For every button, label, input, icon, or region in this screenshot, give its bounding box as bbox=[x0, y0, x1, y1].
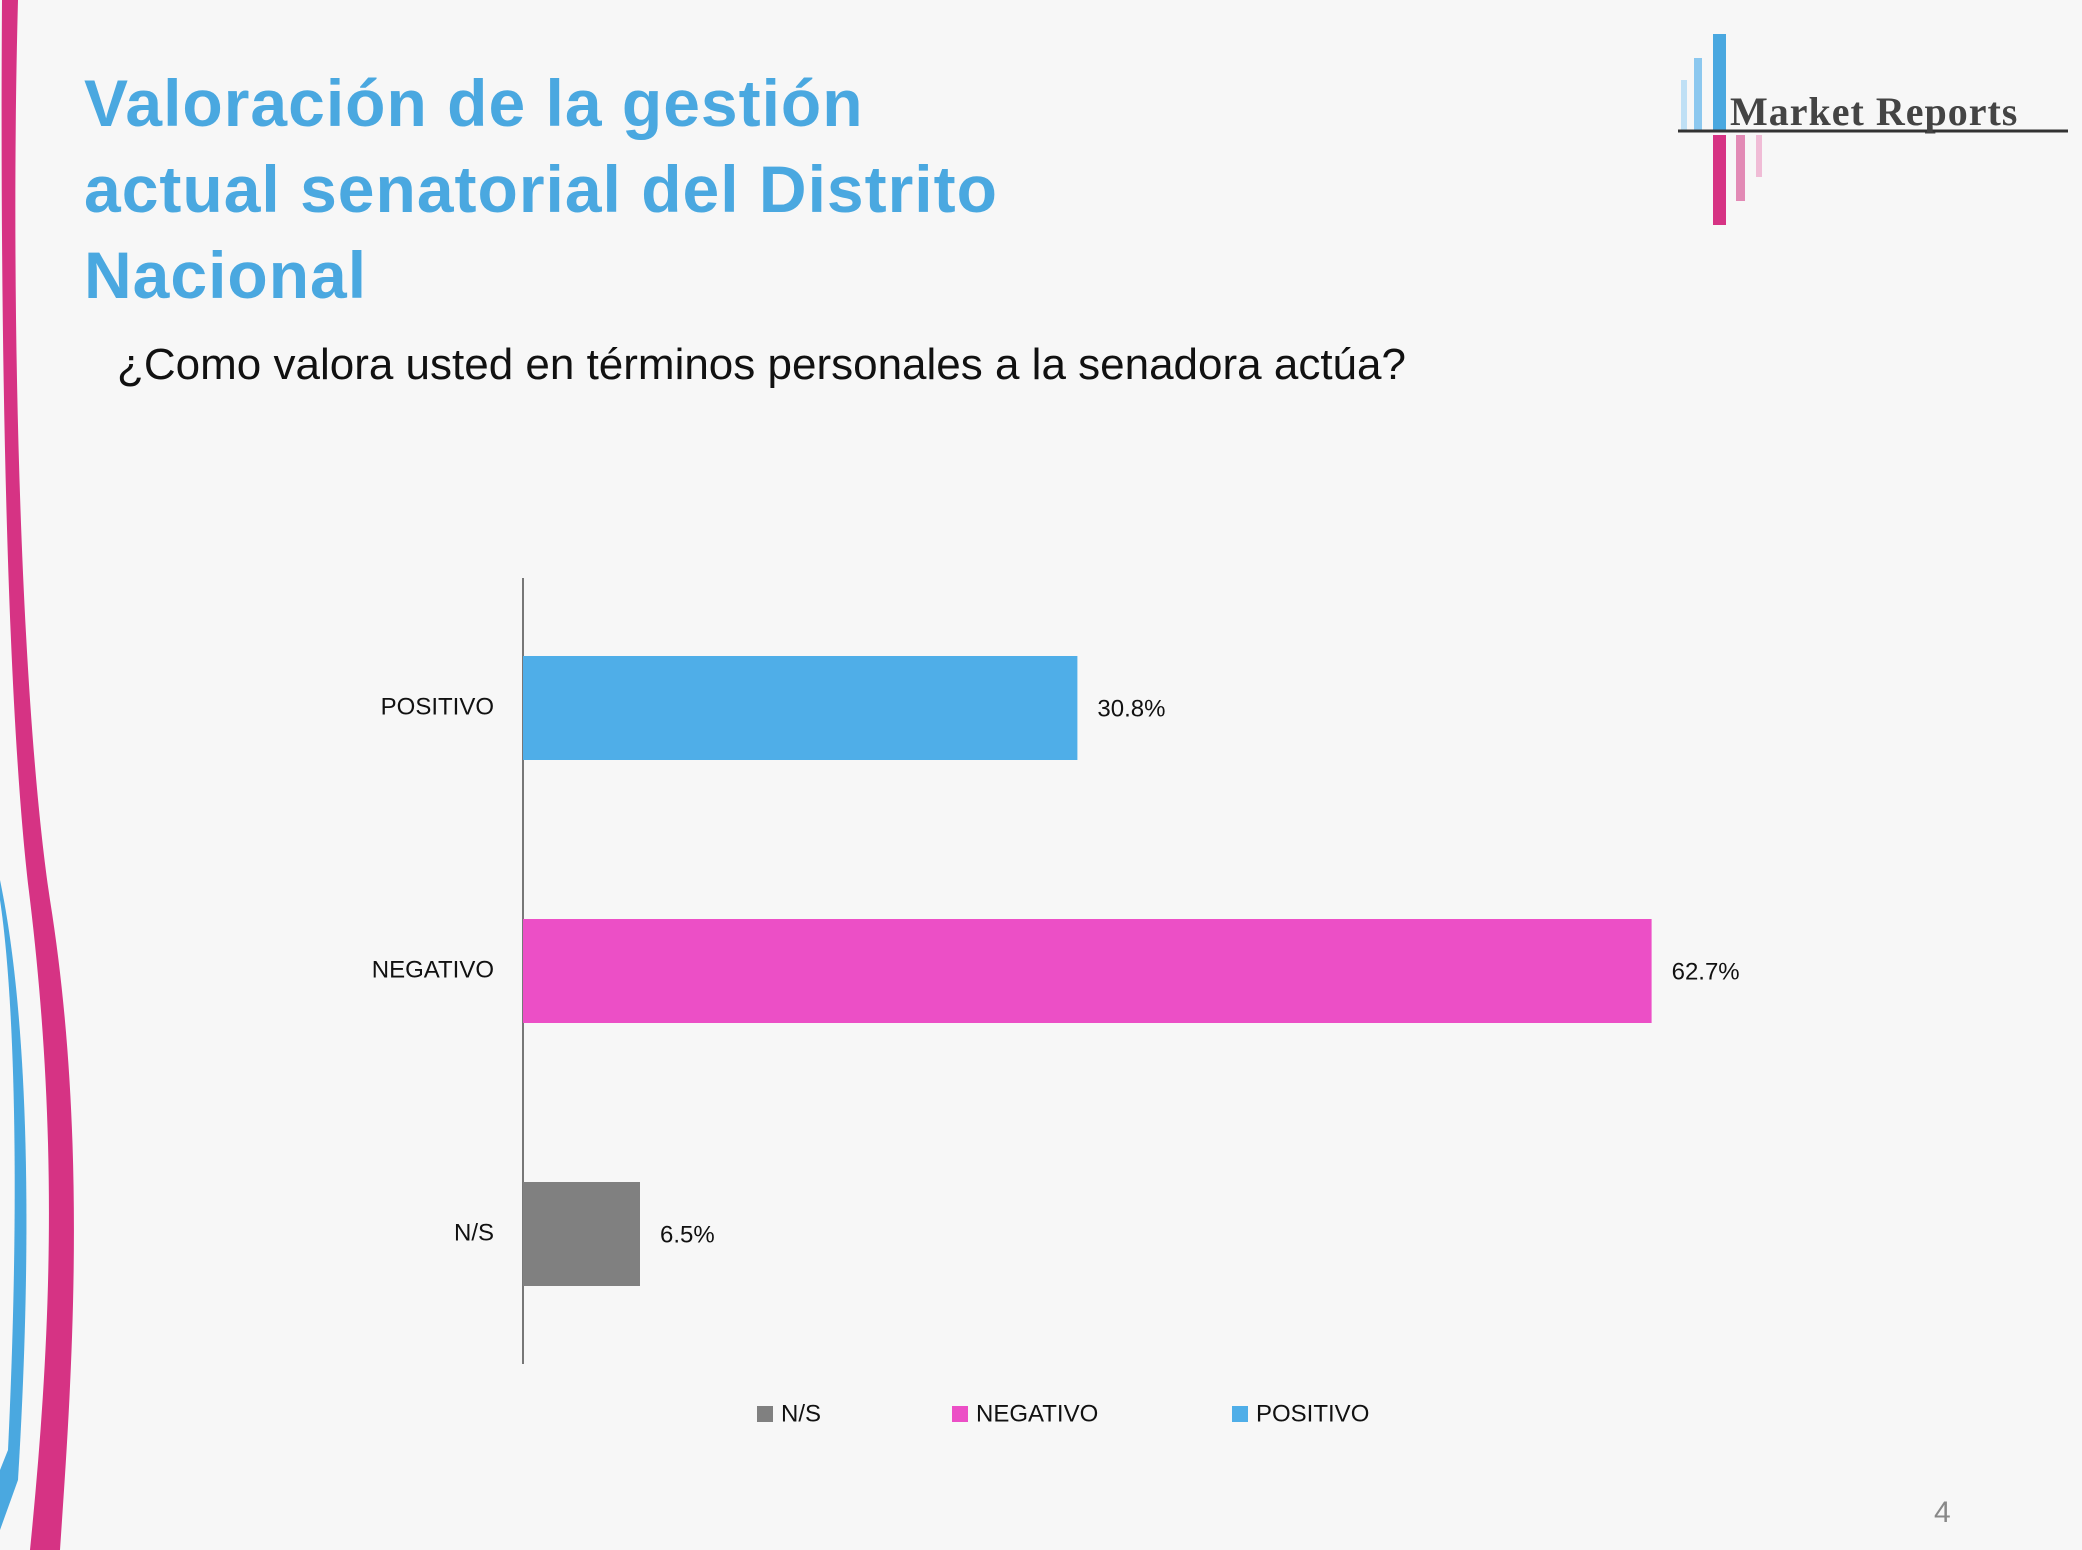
value-label: 30.8% bbox=[1097, 695, 1165, 722]
bar bbox=[523, 656, 1078, 760]
logo-bar bbox=[1736, 135, 1745, 201]
logo-bar bbox=[1694, 58, 1702, 130]
legend-label: N/S bbox=[781, 1400, 821, 1427]
logo-bar bbox=[1713, 135, 1726, 225]
legend-swatch bbox=[1232, 1406, 1248, 1422]
logo-bar bbox=[1713, 34, 1726, 130]
left-stripe bbox=[1, 0, 74, 1550]
legend-swatch bbox=[952, 1406, 968, 1422]
y-tick-label: NEGATIVO bbox=[372, 956, 494, 983]
page-number: 4 bbox=[1934, 1496, 1951, 1529]
value-label: 6.5% bbox=[660, 1221, 715, 1248]
legend-label: POSITIVO bbox=[1256, 1400, 1369, 1427]
title: Valoración de la gestión actual senatori… bbox=[84, 66, 998, 312]
legend-label: NEGATIVO bbox=[976, 1400, 1098, 1427]
left-stripe-gap bbox=[0, 900, 15, 1470]
y-tick-label: N/S bbox=[454, 1219, 494, 1246]
value-label: 62.7% bbox=[1672, 958, 1740, 985]
logo-bar bbox=[1681, 80, 1687, 130]
y-tick-label: POSITIVO bbox=[381, 693, 494, 720]
logo: Market Reports bbox=[1730, 89, 2019, 134]
legend-swatch bbox=[757, 1406, 773, 1422]
subtitle: ¿Como valora usted en términos personale… bbox=[117, 340, 1406, 389]
bar bbox=[523, 919, 1652, 1023]
bar bbox=[523, 1182, 640, 1286]
logo-bar bbox=[1756, 135, 1762, 177]
